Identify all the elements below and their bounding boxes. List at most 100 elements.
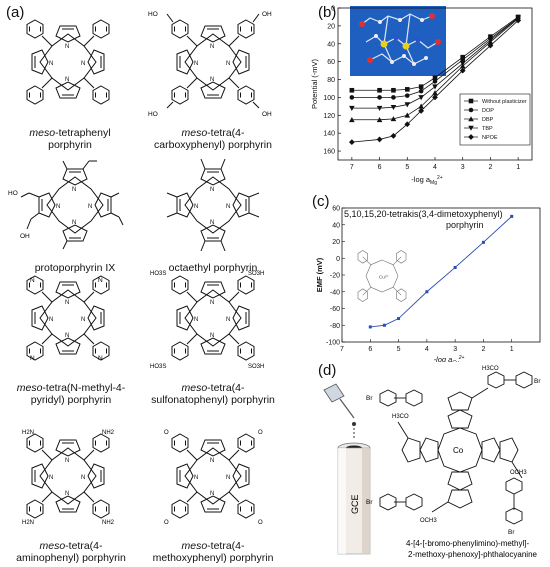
gce-label: GCE <box>350 494 360 514</box>
x-axis-label-sub: Mg <box>430 180 437 186</box>
series-line <box>370 216 513 328</box>
caption-tetraphenyl: meso-tetraphenyl porphyrin <box>18 127 122 151</box>
data-point <box>349 95 355 100</box>
label-so3h-2: SO3H <box>248 271 264 277</box>
caption-line2: pyridyl) porphyrin <box>30 394 112 406</box>
y-tick-label: 0 <box>336 256 340 263</box>
y-tick-label: 60 <box>327 59 335 66</box>
caption-rest: -tetra(N-methyl-4- <box>42 382 126 394</box>
data-point <box>376 116 383 123</box>
och3-label-4: OCH3 <box>510 470 527 476</box>
data-point <box>404 87 410 92</box>
x-axis-label-sup: 2+ <box>458 355 465 361</box>
phthalocyanine-structure <box>379 371 533 525</box>
data-point <box>481 240 485 244</box>
compound-name-line2: 2-methoxy-phenoxy]-phthalocyanine <box>408 550 538 559</box>
x-axis-label: -log aCu2+ <box>434 355 465 362</box>
caption-rest: -tetra(4- <box>207 382 245 394</box>
y-tick-label: 40 <box>332 222 340 229</box>
label-nh2-2: NH2 <box>102 520 115 526</box>
x-tick-label: 3 <box>461 164 465 171</box>
label-h2n-2: H2N <box>22 520 34 526</box>
label-so3h-1: HO3S <box>150 271 166 277</box>
caption-prefix: meso <box>16 382 43 394</box>
data-point <box>349 105 355 111</box>
caption-line2: porphyrin <box>48 139 92 151</box>
caption-prefix: meso <box>181 540 208 552</box>
legend-entry: NPOE <box>482 135 498 141</box>
crystal-atoms <box>359 13 441 66</box>
data-point <box>376 105 383 111</box>
emf-chart-title-line2: porphyrin <box>446 220 484 230</box>
y-tick-label: 160 <box>323 149 335 156</box>
data-point <box>460 54 466 60</box>
data-point <box>418 88 424 94</box>
label-h2n-1: H2N <box>22 430 34 436</box>
data-point <box>376 136 383 143</box>
och3-label-3: OCH3 <box>420 518 437 524</box>
data-point <box>432 75 438 81</box>
x-tick-label: 1 <box>510 346 514 353</box>
y-tick-label: 100 <box>323 95 335 102</box>
y-tick-label: 140 <box>323 131 335 138</box>
data-point <box>390 132 397 139</box>
y-tick-label: 0 <box>331 6 335 13</box>
cu-porphyrin-inset: Cu²⁺ <box>357 250 407 302</box>
label-oh-1: OH <box>262 11 272 18</box>
data-point <box>390 104 397 111</box>
gce-electrode <box>337 442 371 555</box>
caption-line2: sulfonatophenyl) porphyrin <box>151 394 275 406</box>
data-point <box>515 17 522 24</box>
br-label-3: Br <box>366 499 373 506</box>
data-point <box>397 317 401 321</box>
data-point <box>404 102 411 108</box>
data-point <box>418 103 424 109</box>
legend-marker <box>468 116 474 122</box>
y-tick-label: -60 <box>330 306 340 313</box>
y-axis-label: Potential (-mV) <box>310 58 319 109</box>
data-point <box>453 265 457 269</box>
data-point <box>391 95 396 100</box>
label-ho-1: HO <box>148 11 158 18</box>
x-axis-label-sub: Cu <box>452 360 459 362</box>
br-label-4: Br <box>508 529 515 536</box>
panel-label-b: (b) <box>318 4 337 21</box>
y-tick-label: -20 <box>330 273 340 280</box>
data-point <box>404 93 410 98</box>
caption-methylpyridyl: meso-tetra(N-methyl-4- pyridyl) porphyri… <box>12 382 130 406</box>
data-point <box>418 84 424 89</box>
data-point <box>349 87 355 93</box>
caption-rest: protoporphyrin IX <box>34 262 116 274</box>
caption-prefix: meso <box>181 382 208 394</box>
caption-octaethyl: octaethyl porphyrin <box>158 262 268 274</box>
caption-rest: -tetra(4- <box>207 540 245 552</box>
data-point <box>382 323 386 327</box>
och3-label-1: H3CO <box>482 366 499 372</box>
legend-entry: DOP <box>482 108 494 114</box>
y-tick-label: 80 <box>327 77 335 84</box>
potential-chart: 7 6 5 4 3 2 1 0 20 40 60 80 100 120 140 160 -log aMg2+ Po… <box>310 6 533 186</box>
x-tick-label: 1 <box>516 164 520 171</box>
caption-prefix: meso <box>181 127 208 139</box>
x-tick-label: 7 <box>350 164 354 171</box>
y-tick-label: 40 <box>327 41 335 48</box>
caption-rest: -tetraphenyl <box>55 127 111 139</box>
cobalt-atom-label: Co <box>453 446 464 455</box>
x-tick-label: 7 <box>340 346 344 353</box>
label-ho-2: HO <box>148 111 158 118</box>
panel-label-a: (a) <box>6 4 25 21</box>
legend-entry: TBP <box>482 126 493 132</box>
y-tick-label: 20 <box>332 239 340 246</box>
label-n-2: N <box>98 277 103 284</box>
data-point <box>349 116 355 123</box>
data-point <box>425 290 429 294</box>
data-point <box>432 90 438 96</box>
caption-carboxyphenyl: meso-tetra(4- carboxyphenyl) porphyrin <box>148 127 278 151</box>
y-tick-label: -40 <box>330 289 340 296</box>
label-oh-2: OH <box>262 111 272 118</box>
y-tick-label: -80 <box>330 323 340 330</box>
x-tick-label: 3 <box>453 346 457 353</box>
cu-atom-label: Cu²⁺ <box>379 274 390 280</box>
data-point <box>432 84 438 90</box>
emf-chart-title: 5,10,15,20-tetrakis(3,4-dimetoxyphenyl) <box>344 209 503 219</box>
